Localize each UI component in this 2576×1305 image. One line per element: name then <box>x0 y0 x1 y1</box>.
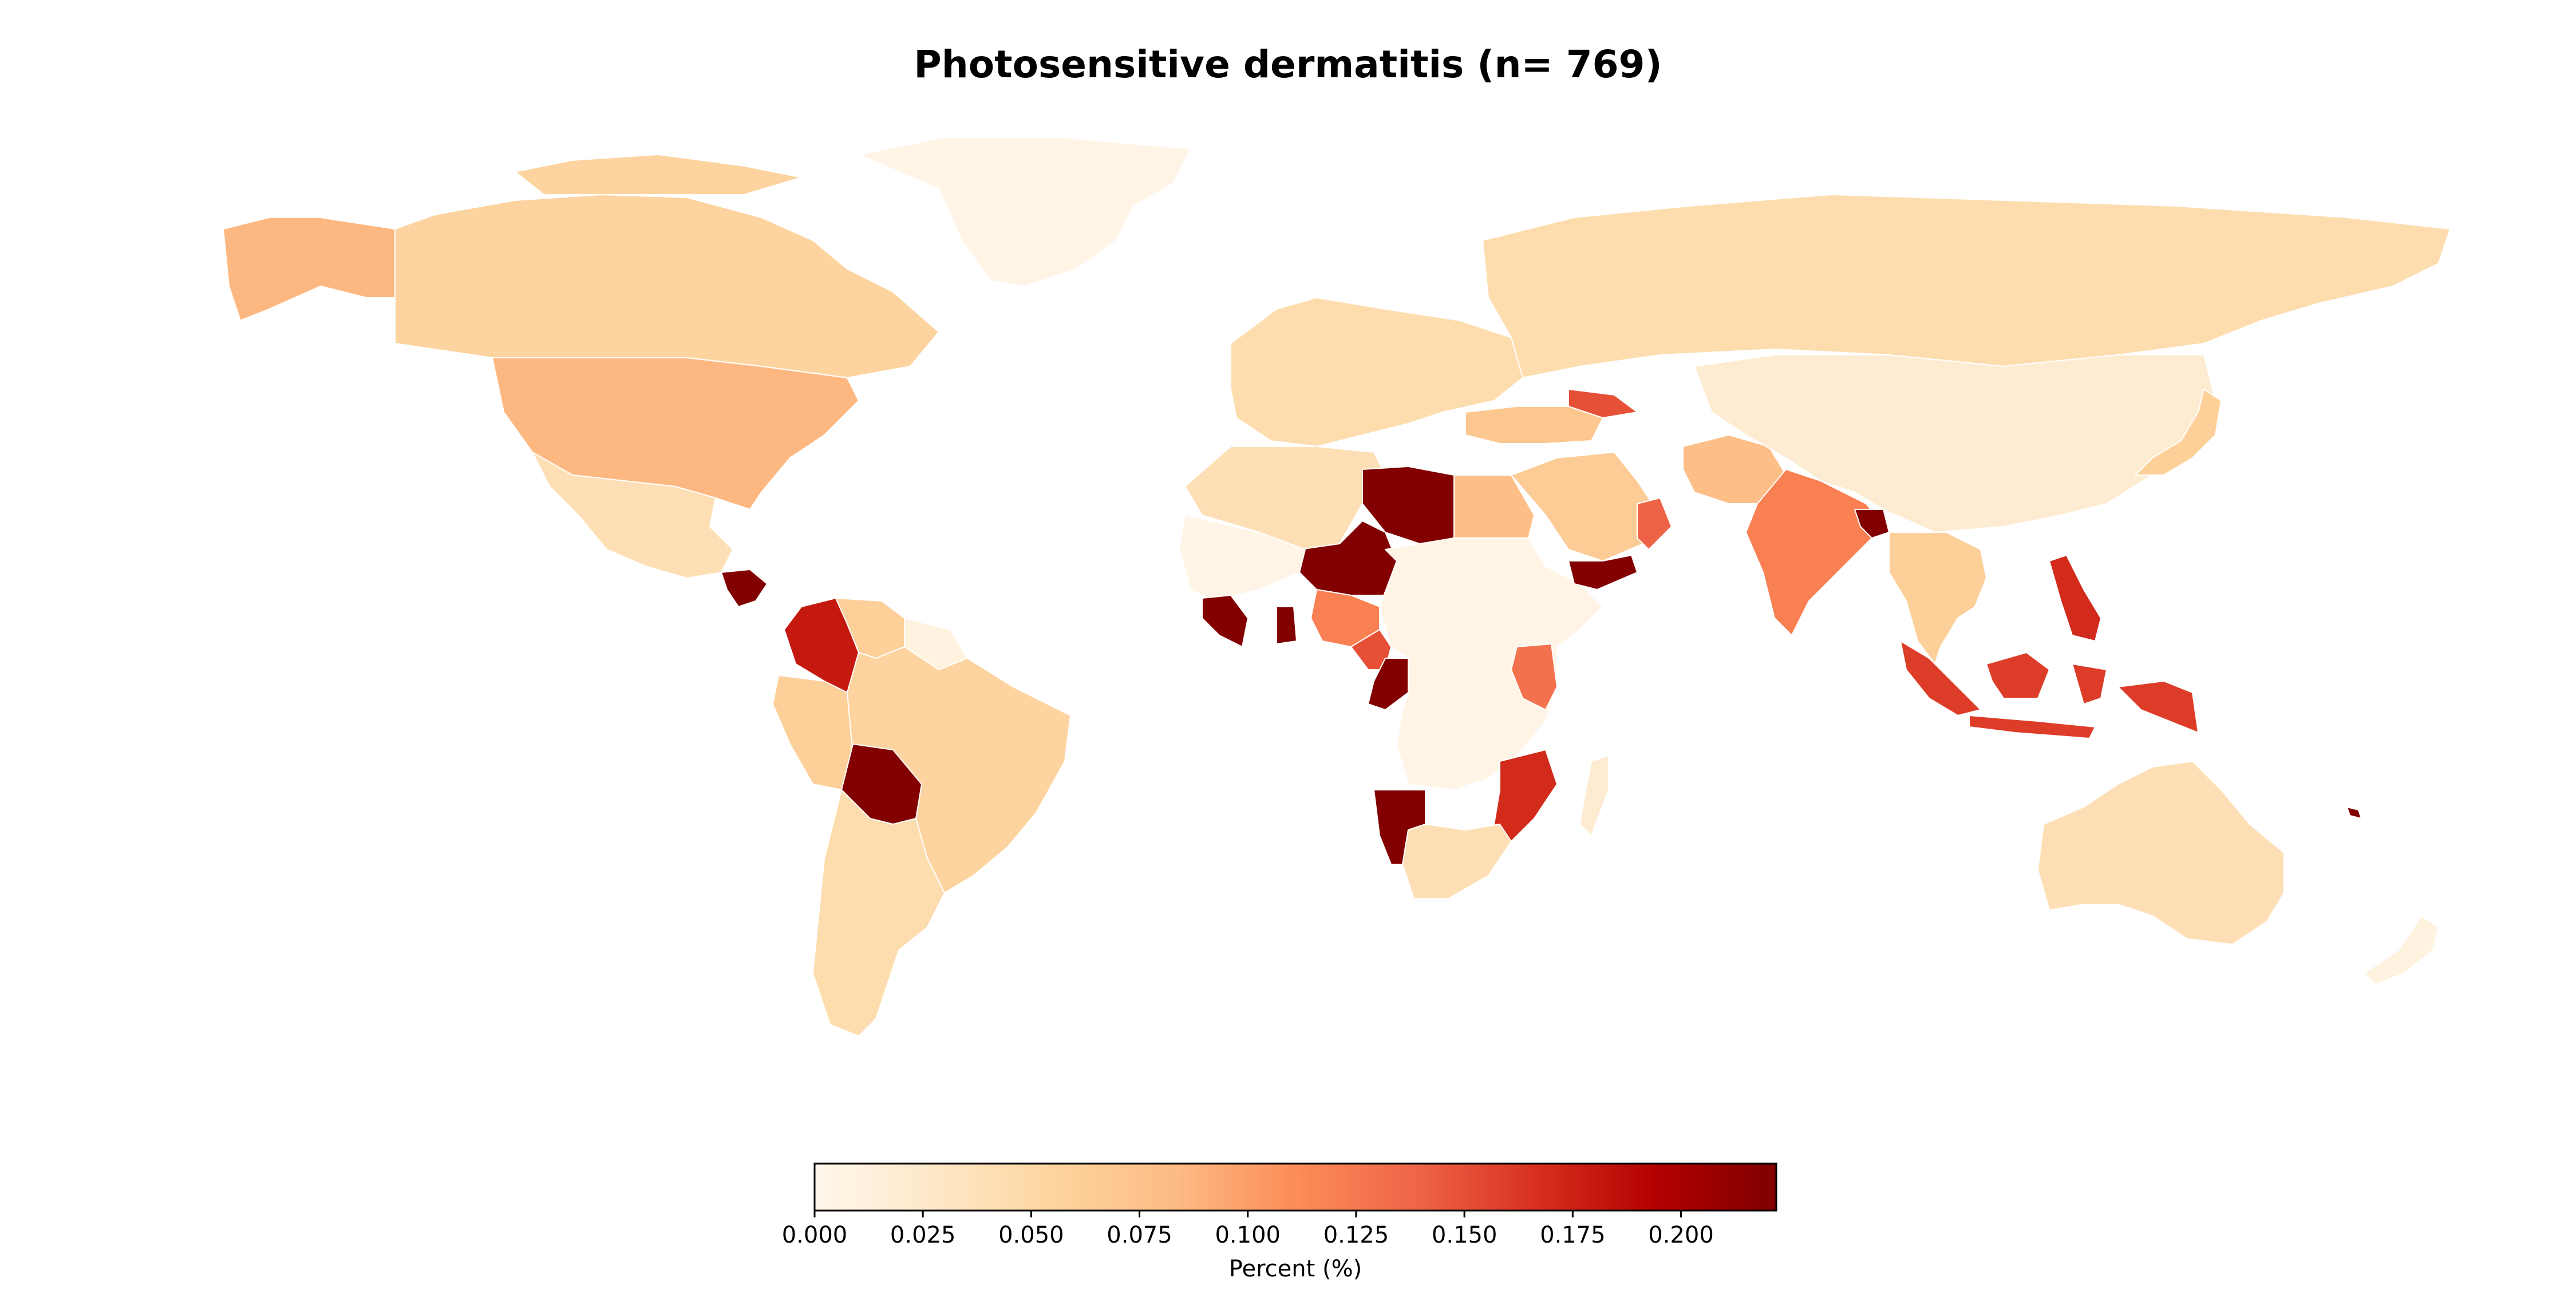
colorbar-gradient <box>813 1162 1777 1212</box>
colorbar: 0.000 0.025 0.050 0.075 0.100 0.125 0.150 0.175… <box>782 1162 1777 1282</box>
region-south-africa <box>1402 824 1512 899</box>
region-fiji <box>2346 806 2362 819</box>
region-guatemala-honduras <box>721 569 768 607</box>
region-japan <box>2135 389 2222 476</box>
region-russia <box>1482 194 2451 378</box>
colorbar-label: Percent (%) <box>1229 1256 1362 1282</box>
colorbar-tick-label: 0.150 <box>1432 1222 1498 1248</box>
region-mexico <box>532 452 733 579</box>
region-western-europe <box>1230 297 1523 447</box>
chart-title: Photosensitive dermatitis (n= 769) <box>914 42 1662 86</box>
colorbar-tick-label: 0.025 <box>890 1222 956 1248</box>
colorbar-tick-label: 0.075 <box>1107 1222 1172 1248</box>
region-bangladesh <box>1854 509 1890 539</box>
region-caucasus <box>1568 389 1638 418</box>
colorbar-tick-label: 0.100 <box>1215 1222 1281 1248</box>
region-alaska <box>223 217 396 321</box>
region-papua-new-guinea <box>2117 681 2199 733</box>
colorbar-tick-label: 0.125 <box>1323 1222 1389 1248</box>
colorbar-tick-label: 0.050 <box>998 1222 1064 1248</box>
region-indonesia <box>1900 640 2107 739</box>
region-southeast-asia <box>1888 532 1987 665</box>
region-australia <box>2037 761 2285 945</box>
region-peru <box>772 675 854 790</box>
region-turkey <box>1465 406 1603 444</box>
region-greenland <box>858 137 1191 287</box>
region-philippines <box>2049 555 2101 642</box>
region-sierra-leone-liberia <box>1202 595 1249 647</box>
region-oman-uae <box>1637 497 1672 550</box>
region-ghana <box>1276 606 1297 644</box>
region-canada <box>394 154 939 378</box>
colorbar-ticks: 0.000 0.025 0.050 0.075 0.100 0.125 0.150 0.175… <box>782 1211 1714 1248</box>
region-mali-mauritania <box>1179 515 1306 602</box>
region-mozambique-malawi <box>1494 749 1558 842</box>
region-egypt <box>1453 474 1535 539</box>
region-argentina-chile <box>812 789 945 1037</box>
colorbar-tick-label: 0.200 <box>1648 1222 1714 1248</box>
region-new-zealand <box>2364 915 2439 985</box>
region-central-east-africa <box>1379 537 1603 790</box>
colorbar-tick-label: 0.000 <box>782 1222 848 1248</box>
region-china-mongolia <box>1694 354 2216 533</box>
region-kenya <box>1511 643 1558 710</box>
colorbar-tick-label: 0.175 <box>1540 1222 1606 1248</box>
region-yemen <box>1568 555 1638 590</box>
region-madagascar <box>1579 755 1609 836</box>
country-shapes <box>223 137 2451 1037</box>
